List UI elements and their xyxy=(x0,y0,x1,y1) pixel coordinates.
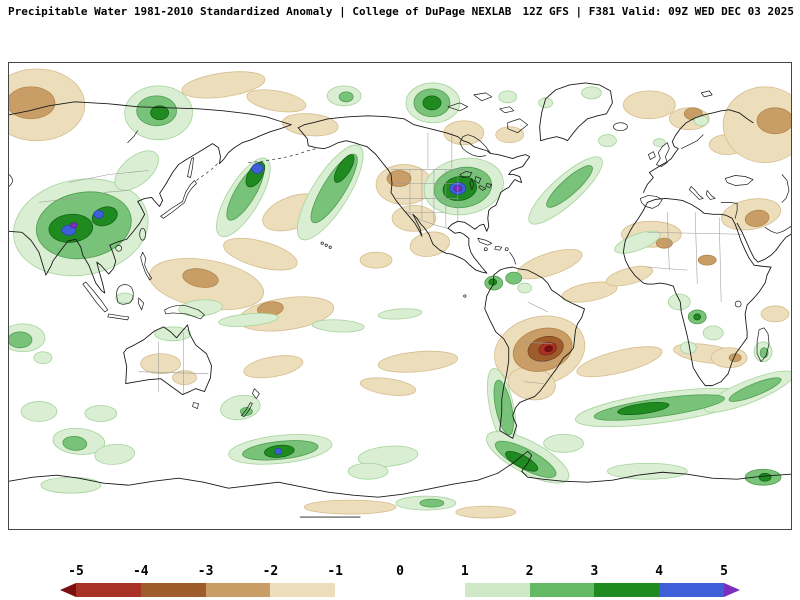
colorbar-segment xyxy=(399,583,465,597)
colorbar-segment xyxy=(76,583,141,597)
colorbar-tick-label: 1 xyxy=(460,564,469,579)
colorbar-tick-label: -3 xyxy=(197,564,214,579)
colorbar-tick-label: -5 xyxy=(68,564,84,579)
colorbar-segment xyxy=(140,583,206,597)
coastlines xyxy=(9,82,791,518)
political-borders xyxy=(38,132,743,394)
colorbar-segment xyxy=(270,583,336,597)
world-anomaly-map xyxy=(9,68,791,519)
colorbar-arrow-left xyxy=(60,583,76,597)
title-bar: Precipitable Water 1981-2010 Standardize… xyxy=(8,5,794,18)
colorbar-tick-label: 4 xyxy=(655,564,664,579)
valid-time-label: 12Z GFS | F381 Valid: 09Z WED DEC 03 202… xyxy=(522,5,794,18)
colorbar-tick-label: 5 xyxy=(720,564,728,579)
colorbar-segment xyxy=(659,583,724,597)
colorbar-arrow-right xyxy=(723,583,740,597)
colorbar-segment xyxy=(205,583,271,597)
map-frame xyxy=(8,62,792,530)
anomaly-field-positive xyxy=(9,82,791,511)
colorbar-segment xyxy=(335,583,400,597)
colorbar-segment xyxy=(529,583,595,597)
colorbar-tick-label: -2 xyxy=(262,564,279,579)
colorbar: -5 -4 -3 -2 -1 0 1 2 3 4 5 xyxy=(60,564,740,598)
colorbar-tick-labels: -5 -4 -3 -2 -1 0 1 2 3 4 5 xyxy=(60,564,740,580)
colorbar-tick-label: -4 xyxy=(132,564,149,579)
product-title: Precipitable Water 1981-2010 Standardize… xyxy=(8,5,512,18)
colorbar-segment xyxy=(594,583,660,597)
colorbar-tick-label: 0 xyxy=(396,564,404,579)
colorbar-bar xyxy=(60,583,740,597)
colorbar-tick-label: -1 xyxy=(327,564,344,579)
colorbar-tick-label: 2 xyxy=(525,564,534,579)
colorbar-tick-label: 3 xyxy=(590,564,599,579)
colorbar-segment xyxy=(464,583,530,597)
